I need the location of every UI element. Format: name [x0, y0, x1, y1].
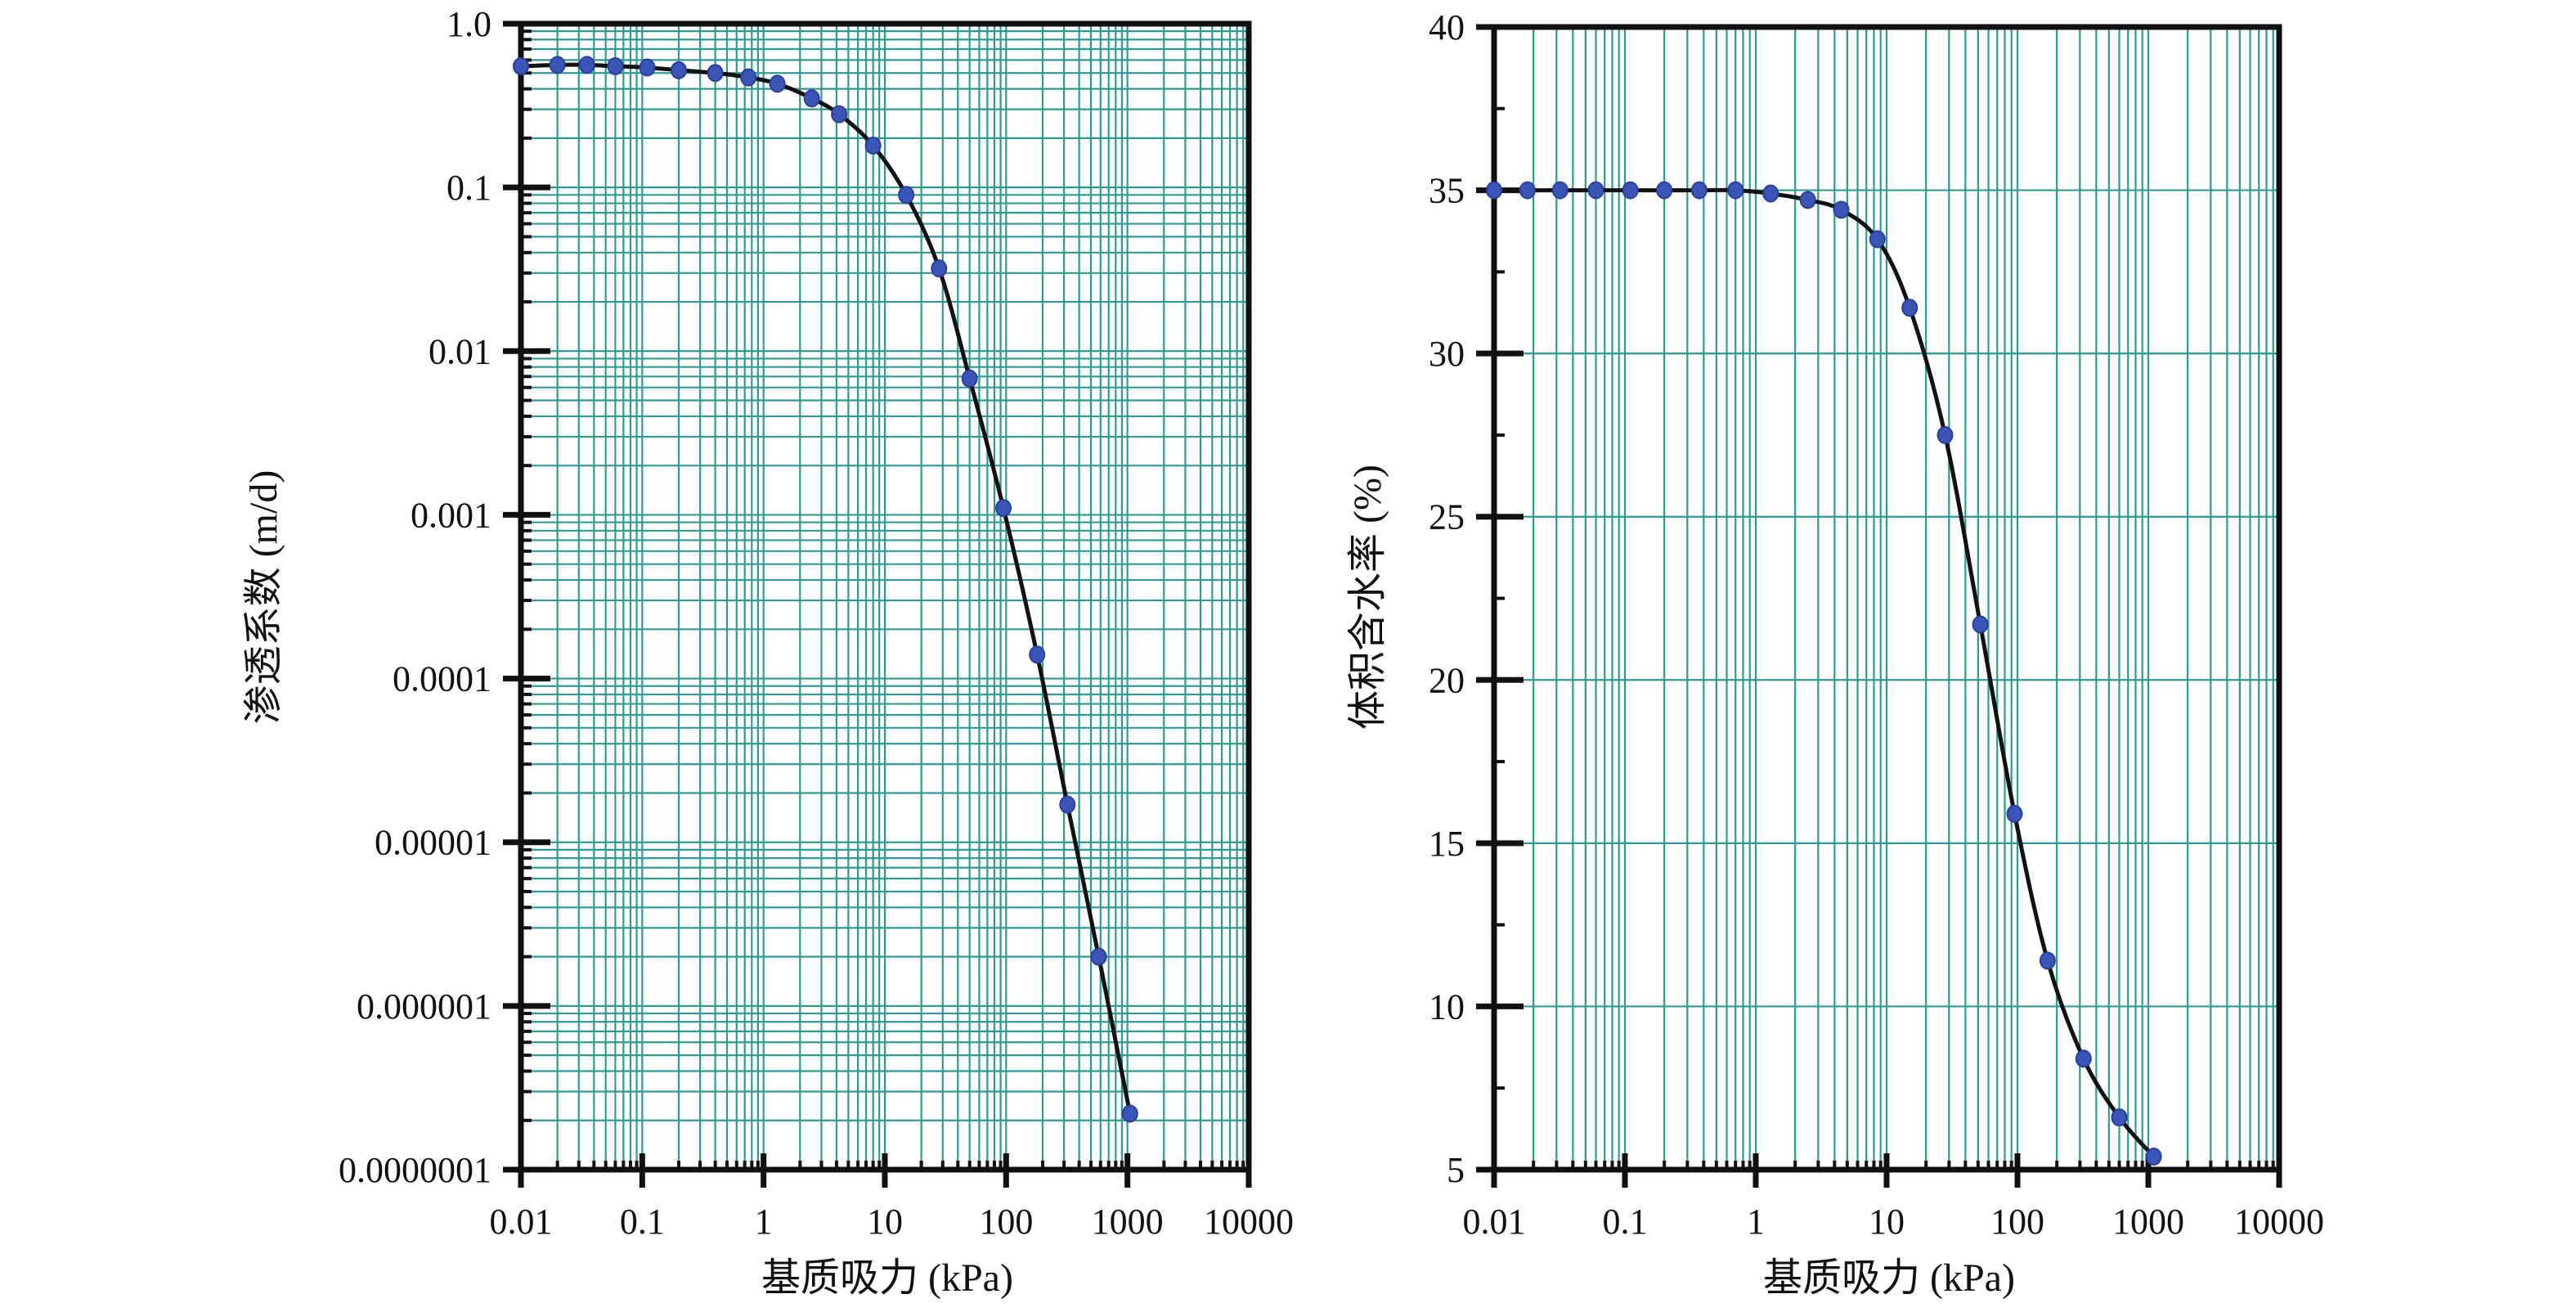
x-tick-label: 0.1	[1603, 1202, 1648, 1242]
chart-0-ticks: 0.01 0.1 1 10 100 1000 10000 0.0000001 0.000001 0…	[339, 4, 1294, 1242]
y-tick-label: 15	[1429, 824, 1465, 864]
chart-0-xlabel: 基质吸力 (kPa)	[761, 1256, 1013, 1300]
water-content-chart: 基质吸力 (kPa) 体积含水率 (%) 0.01 0.1 1 10 100 1000 10…	[1346, 7, 2324, 1300]
data-point	[2006, 804, 2023, 823]
data-point	[639, 58, 656, 77]
data-point	[707, 64, 724, 83]
x-tick-label: 0.01	[490, 1202, 553, 1242]
data-point	[1901, 299, 1919, 317]
x-tick-label: 10000	[1204, 1202, 1294, 1242]
data-point	[513, 56, 529, 75]
x-tick-label: 0.01	[1463, 1202, 1526, 1242]
x-tick-label: 1	[1747, 1202, 1765, 1242]
chart-1-points	[1486, 181, 2162, 1166]
data-point	[1833, 200, 1850, 219]
y-tick-label: 0.0001	[393, 659, 491, 699]
data-point	[1799, 191, 1816, 209]
y-tick-label: 25	[1429, 497, 1465, 537]
data-point	[1622, 181, 1639, 200]
data-point	[995, 499, 1012, 518]
y-tick-label: 0.1	[447, 168, 491, 208]
x-tick-label: 1	[755, 1202, 773, 1242]
data-point	[1727, 181, 1744, 200]
data-point	[670, 61, 687, 79]
data-point	[1059, 795, 1076, 814]
x-tick-label: 1000	[2112, 1202, 2184, 1242]
y-tick-label: 0.0000001	[339, 1150, 491, 1190]
chart-0-points	[513, 56, 1138, 1123]
y-tick-label: 10	[1429, 986, 1465, 1027]
data-point	[2075, 1049, 2092, 1068]
y-tick-label: 1.0	[447, 4, 491, 44]
y-tick-label: 0.001	[411, 495, 491, 535]
data-point	[1762, 184, 1779, 203]
y-tick-label: 0.00001	[375, 823, 491, 863]
chart-1-curve	[1492, 187, 2156, 1159]
permeability-chart: 基质吸力 (kPa) 渗透系数 (m/d) 0.01 0.1 1 10 100 1000 1…	[242, 4, 1294, 1300]
y-tick-label: 5	[1447, 1150, 1465, 1190]
data-point	[931, 259, 948, 278]
data-point	[1519, 181, 1536, 200]
y-tick-label: 40	[1429, 7, 1465, 47]
data-point	[1587, 181, 1604, 200]
y-tick-label: 0.01	[429, 331, 491, 371]
chart-1-grid	[1492, 25, 2279, 1171]
data-point	[961, 369, 978, 388]
data-point	[898, 186, 915, 204]
y-tick-label: 0.000001	[357, 986, 491, 1027]
chart-1-ticks: 0.01 0.1 1 10 100 1000 10000 5 10 15 20 25 30 35 40	[1429, 7, 2324, 1242]
x-tick-label: 100	[979, 1202, 1033, 1242]
x-tick-label: 1000	[1092, 1202, 1164, 1242]
data-point	[740, 68, 757, 87]
data-point	[831, 105, 848, 124]
y-tick-label: 20	[1429, 660, 1465, 700]
data-point	[1936, 425, 1954, 444]
y-tick-label: 35	[1429, 171, 1465, 211]
data-point	[1090, 947, 1107, 966]
data-point	[1656, 181, 1673, 200]
data-point	[1121, 1104, 1138, 1123]
data-point	[1551, 181, 1568, 200]
data-point	[1486, 181, 1502, 200]
x-tick-label: 10000	[2234, 1202, 2324, 1242]
data-point	[1869, 230, 1886, 249]
data-point	[2111, 1108, 2128, 1127]
x-tick-label: 10	[1869, 1202, 1905, 1242]
chart-1-ylabel: 体积含水率 (%)	[1346, 465, 1389, 730]
data-point	[864, 137, 882, 155]
x-tick-label: 0.1	[620, 1202, 665, 1242]
data-point	[803, 89, 820, 108]
data-point	[2039, 951, 2056, 970]
chart-0-ylabel: 渗透系数 (m/d)	[242, 470, 285, 725]
data-point	[578, 56, 595, 74]
chart-0-grid	[519, 24, 1249, 1171]
data-point	[1029, 645, 1046, 664]
x-tick-label: 10	[867, 1202, 903, 1242]
x-tick-label: 100	[1990, 1202, 2044, 1242]
data-point	[769, 74, 786, 93]
data-point	[607, 56, 624, 75]
data-point	[2145, 1148, 2162, 1166]
chart-1-xlabel: 基质吸力 (kPa)	[1763, 1256, 2015, 1300]
data-point	[1690, 181, 1708, 200]
y-tick-label: 30	[1429, 334, 1465, 374]
data-point	[549, 56, 566, 74]
data-point	[1972, 615, 1989, 634]
